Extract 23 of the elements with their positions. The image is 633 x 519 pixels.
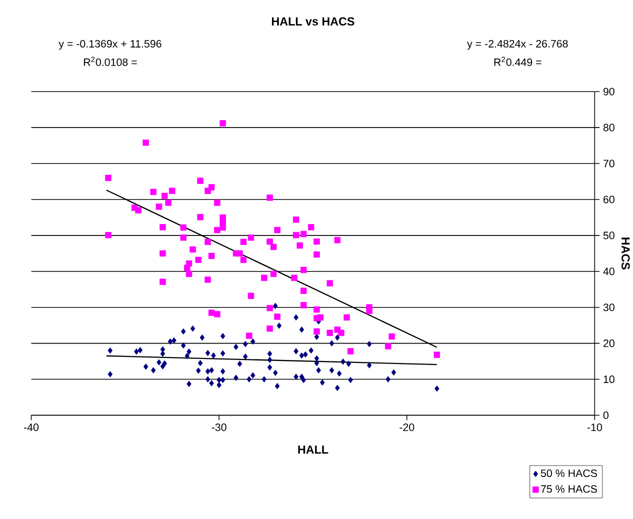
y-tick-label: 40 xyxy=(603,268,614,276)
x-axis-title: HALL xyxy=(298,446,328,454)
text: R$^{2}$0.0108 = xyxy=(84,57,137,66)
x-tick-label: -30 xyxy=(212,424,226,432)
text: R$^{2}$0.449 = xyxy=(494,57,542,66)
y-tick-label: 30 xyxy=(603,304,614,312)
y-tick-label: 80 xyxy=(603,124,614,132)
y-tick-label: 0 xyxy=(603,412,608,420)
text: y = -2.4824x - 26.768 xyxy=(467,40,568,50)
y-tick-label: 60 xyxy=(604,196,614,204)
y-tick-label: 90 xyxy=(603,88,614,96)
legend-label: 75 % HACS xyxy=(541,485,597,493)
y-tick-label: 70 xyxy=(604,160,614,168)
x-tick-label: -40 xyxy=(24,424,39,432)
y-tick-label: 10 xyxy=(604,376,614,384)
y-tick-label: 50 xyxy=(603,232,614,240)
legend-label: 50 % HACS xyxy=(540,470,597,478)
y-tick-label: 20 xyxy=(604,340,614,348)
x-tick-label: -20 xyxy=(400,424,414,432)
y-axis-title: HACS xyxy=(622,238,630,270)
text: y = -0.1369x + 11.596 xyxy=(58,40,162,50)
chart-title: HALL vs HACS xyxy=(272,18,354,26)
x-tick-label: -10 xyxy=(587,424,602,432)
